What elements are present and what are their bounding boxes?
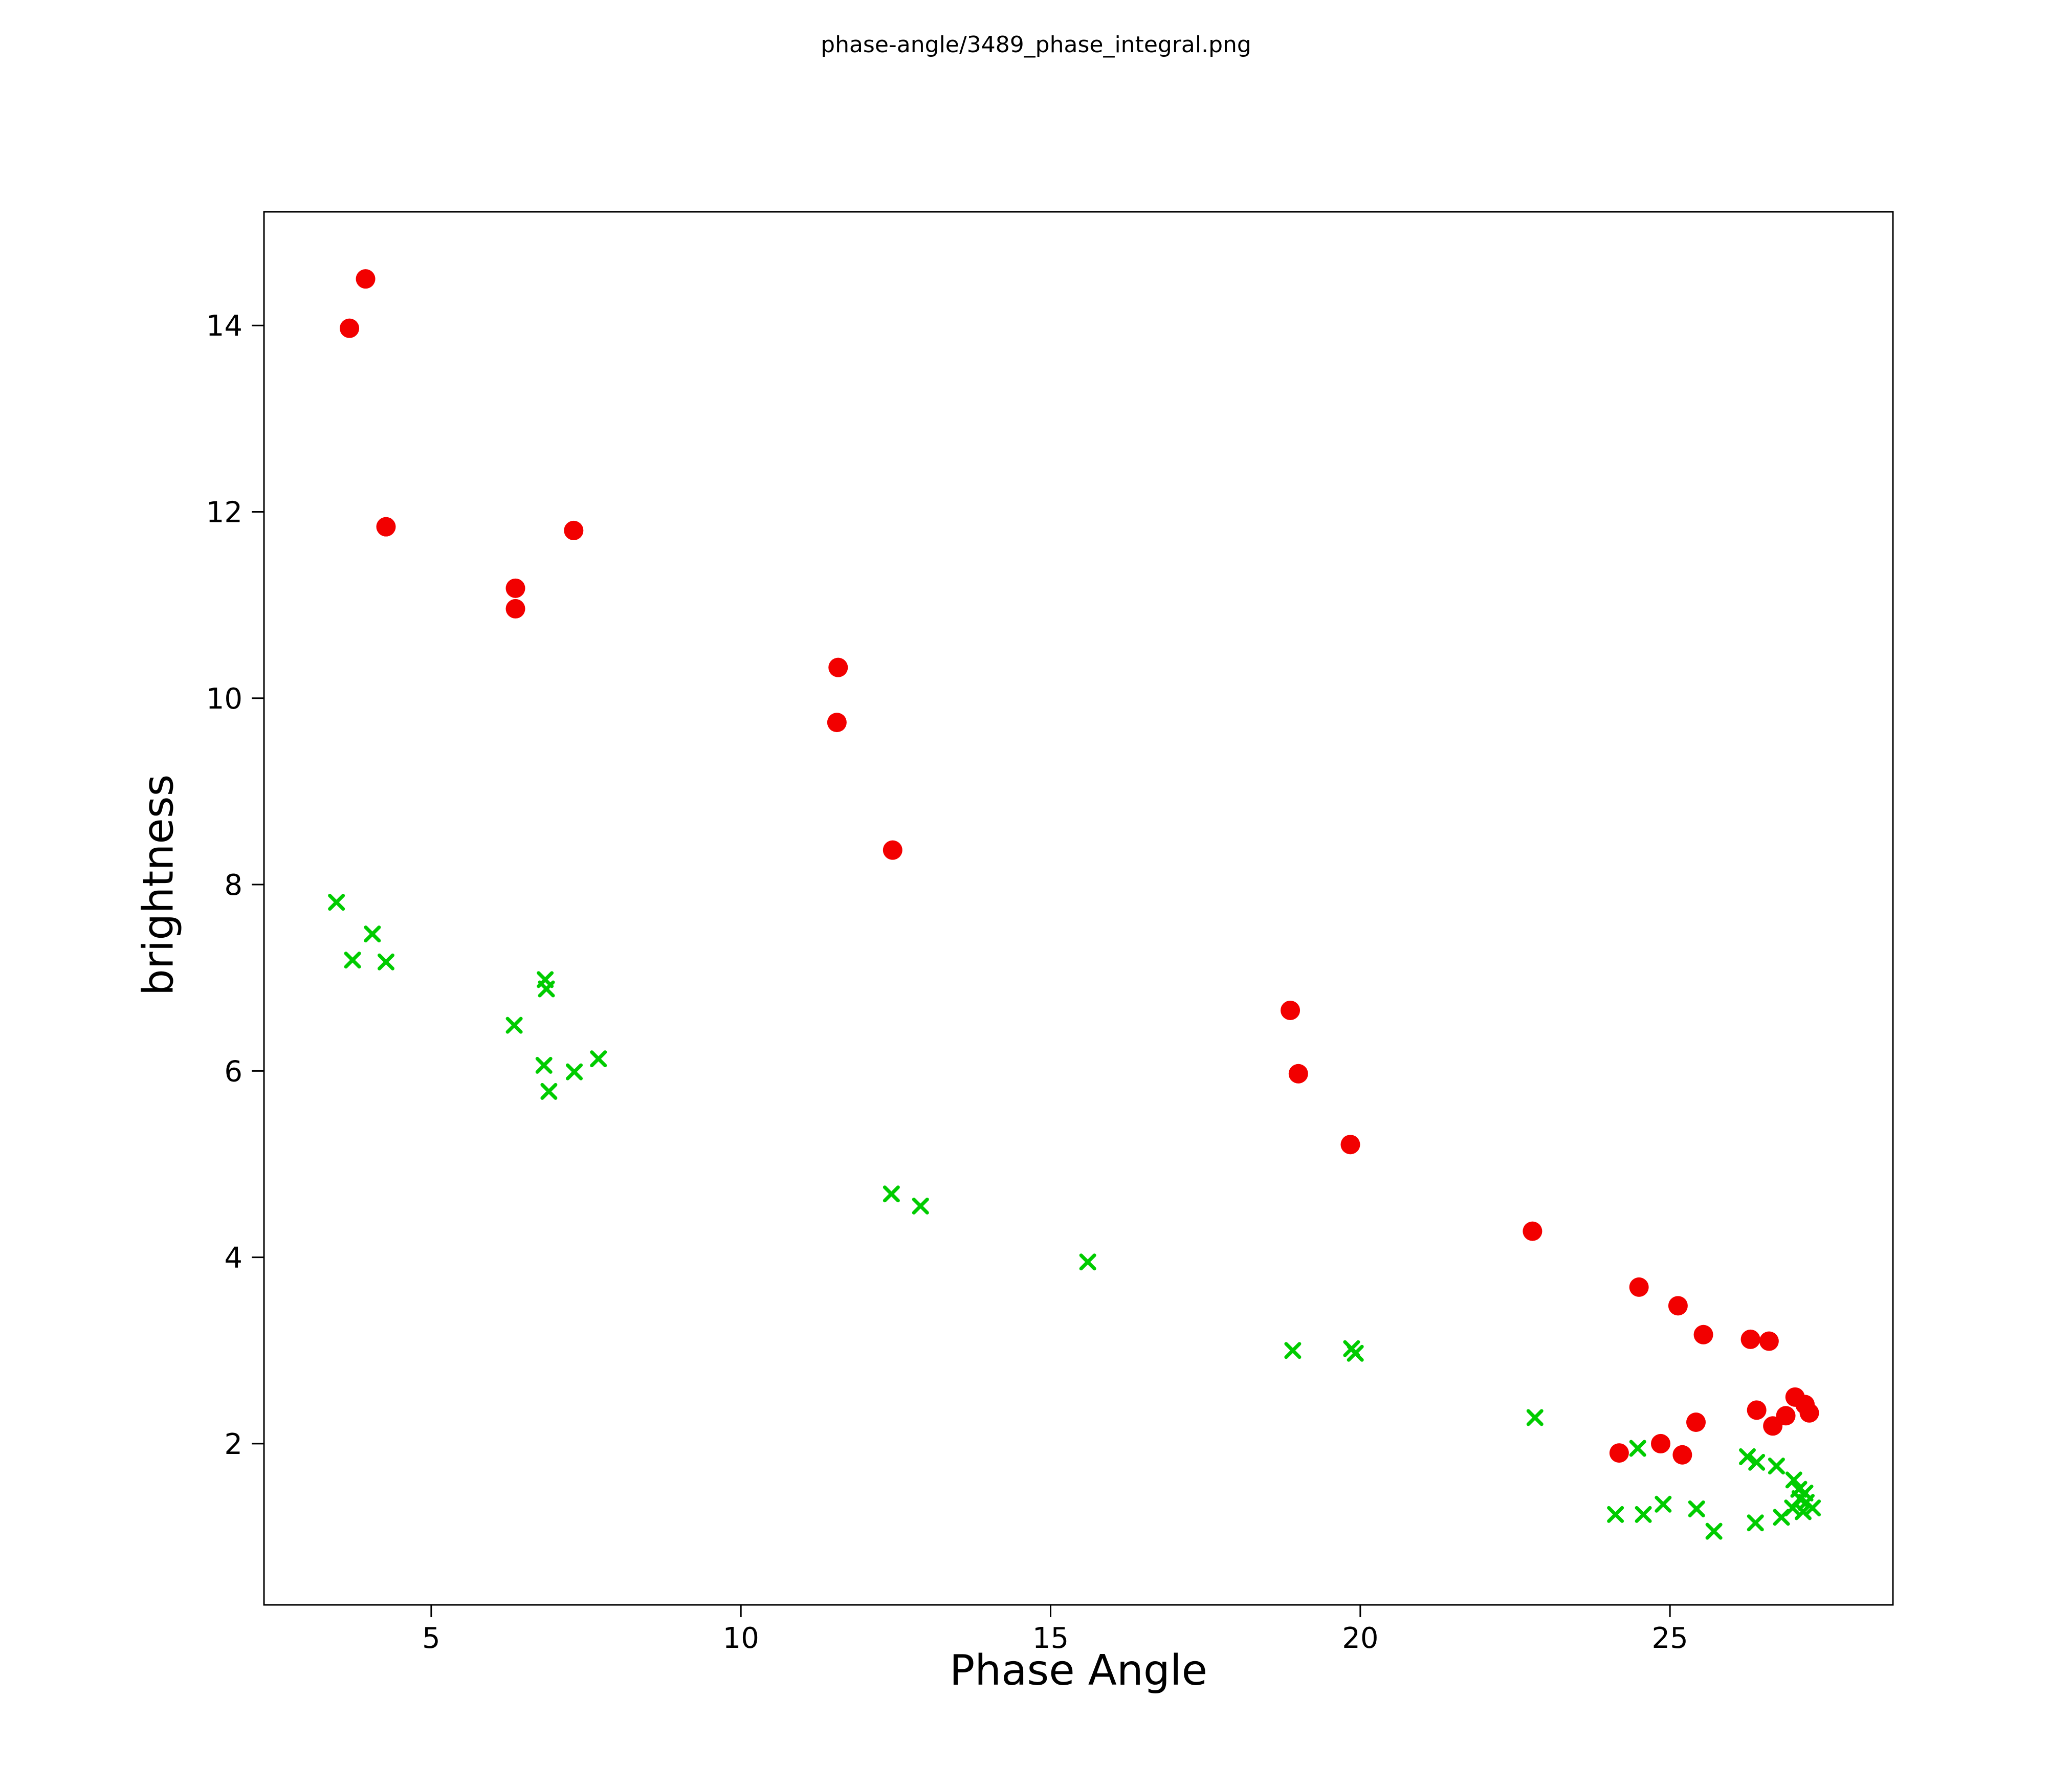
red-circle-point <box>1799 1403 1819 1423</box>
green-x-point <box>1768 1458 1785 1475</box>
red-circle-point <box>1747 1400 1767 1420</box>
y-axis-label: brightness <box>134 774 183 996</box>
green-x-point <box>1079 1253 1096 1271</box>
red-circle-point <box>1340 1135 1360 1155</box>
green-x-point <box>566 1063 583 1080</box>
red-circle-point <box>505 578 525 598</box>
green-x-point <box>377 953 394 970</box>
green-x-point <box>1347 1344 1364 1362</box>
green-x-point <box>364 925 381 943</box>
y-tick-label: 6 <box>224 1055 243 1088</box>
red-circle-point <box>1609 1443 1629 1463</box>
red-circle-point <box>1288 1064 1308 1084</box>
red-circle-point <box>1672 1445 1692 1465</box>
y-tick-label: 8 <box>224 869 243 902</box>
red-circle-point <box>340 318 360 338</box>
green-x-point <box>1607 1506 1624 1523</box>
x-tick-label: 25 <box>1652 1622 1688 1655</box>
red-circle-point <box>1281 1000 1300 1020</box>
green-x-point <box>1785 1471 1802 1489</box>
red-circle-point <box>1523 1221 1542 1241</box>
red-circle-point <box>828 657 848 677</box>
green-x-point <box>1804 1499 1821 1517</box>
plot-border <box>263 211 1894 1606</box>
green-x-point <box>1688 1500 1705 1517</box>
red-circle-point <box>564 520 584 540</box>
red-circle-point <box>1686 1413 1706 1432</box>
y-tick-label: 2 <box>224 1428 243 1461</box>
green-x-point <box>590 1050 607 1068</box>
x-tick-label: 20 <box>1342 1622 1378 1655</box>
green-x-point <box>1794 1503 1812 1520</box>
green-x-point <box>540 1083 558 1100</box>
x-tick-label: 15 <box>1032 1622 1069 1655</box>
figure-title: phase-angle/3489_phase_integral.png <box>821 32 1251 58</box>
red-circle-point <box>1629 1277 1649 1297</box>
green-x-point <box>1526 1409 1544 1426</box>
green-x-point <box>1739 1448 1756 1465</box>
y-tick-label: 10 <box>206 682 243 716</box>
green-x-point <box>1655 1495 1672 1513</box>
y-tick-label: 4 <box>224 1242 243 1275</box>
green-x-point <box>505 1017 523 1034</box>
green-x-point <box>1748 1453 1766 1471</box>
red-circle-point <box>1651 1433 1671 1453</box>
red-circle-point <box>505 599 525 619</box>
red-circle-point <box>1668 1296 1688 1316</box>
red-circle-point <box>376 517 396 537</box>
red-circle-point <box>1763 1416 1783 1436</box>
red-circle-point <box>827 713 847 733</box>
green-x-point <box>1629 1440 1646 1457</box>
green-x-point <box>1635 1506 1652 1523</box>
red-circle-point <box>1759 1331 1779 1351</box>
green-x-point <box>344 952 361 969</box>
x-tick-label: 10 <box>723 1622 759 1655</box>
green-x-point <box>1747 1514 1764 1532</box>
red-circle-point <box>1740 1329 1760 1349</box>
green-x-point <box>538 980 555 998</box>
red-circle-point <box>1776 1406 1796 1426</box>
green-x-point <box>912 1197 929 1215</box>
green-x-point <box>1705 1523 1723 1540</box>
green-x-point <box>1284 1342 1302 1359</box>
green-x-point <box>328 894 345 911</box>
x-tick-label: 5 <box>422 1622 440 1655</box>
x-axis-label: Phase Angle <box>949 1646 1208 1695</box>
y-tick-label: 14 <box>206 310 243 343</box>
red-circle-point <box>883 840 902 860</box>
green-x-point <box>883 1185 900 1203</box>
green-x-point <box>535 1056 553 1074</box>
red-circle-point <box>356 269 376 289</box>
y-tick-label: 12 <box>206 496 243 529</box>
red-circle-point <box>1693 1325 1713 1344</box>
